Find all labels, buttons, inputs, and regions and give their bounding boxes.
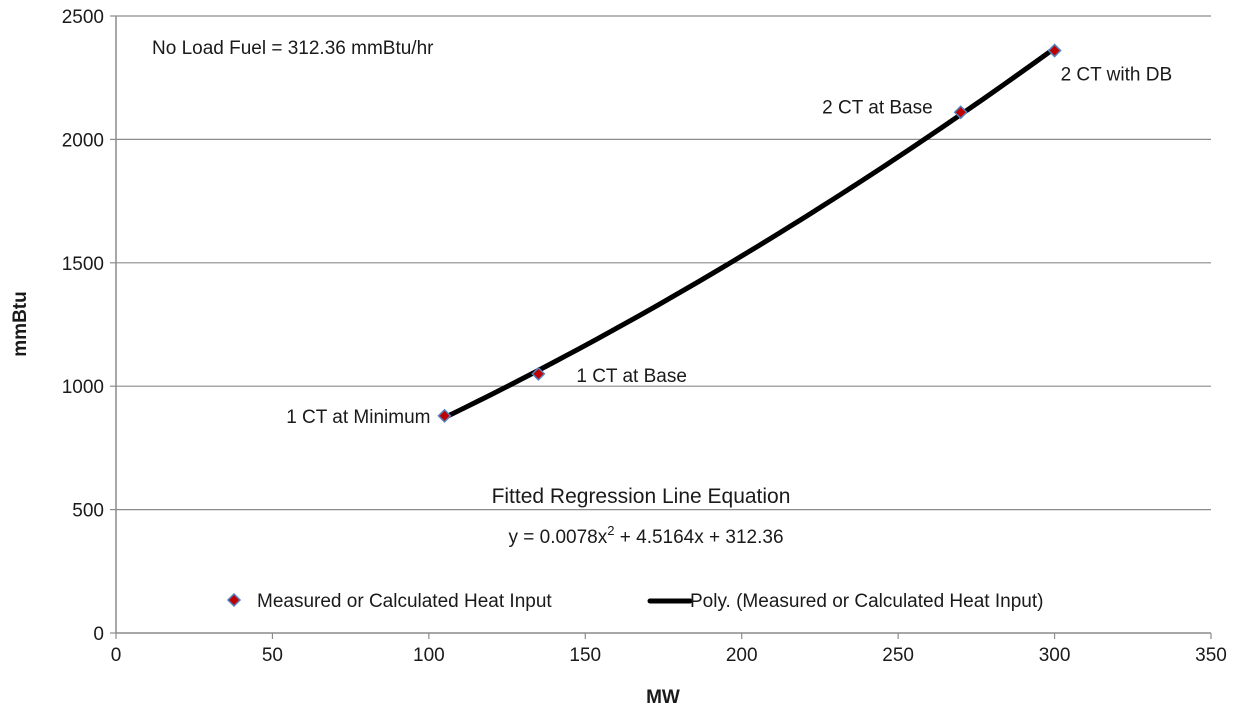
data-point-label: 2 CT at Base <box>822 97 933 118</box>
x-tick-label: 150 <box>569 645 601 666</box>
trendline-curve <box>442 45 1058 421</box>
data-point-label: 1 CT at Minimum <box>286 407 430 428</box>
gridlines <box>110 15 1212 639</box>
x-tick-label: 100 <box>413 645 445 666</box>
legend-label-poly: Poly. (Measured or Calculated Heat Input… <box>690 591 1043 612</box>
x-tick-label: 0 <box>111 645 122 666</box>
equation-prefix: y = 0.0078x <box>508 527 607 548</box>
x-tick-label: 300 <box>1039 645 1071 666</box>
trendline-group <box>442 45 1058 421</box>
data-points <box>437 43 1062 423</box>
data-point <box>953 105 968 120</box>
data-point <box>531 366 546 381</box>
x-tick-label: 350 <box>1195 645 1227 666</box>
data-point-label: 1 CT at Base <box>576 366 687 387</box>
y-tick-label: 0 <box>93 624 104 645</box>
y-tick-labels: 0 500 1000 1500 2000 2500 <box>62 7 104 645</box>
axes <box>115 16 1211 634</box>
y-tick-label: 2000 <box>62 130 104 151</box>
equation-suffix: + 4.5164x + 312.36 <box>614 527 783 548</box>
data-point <box>437 408 452 423</box>
regression-equation: y = 0.0078x2 + 4.5164x + 312.36 <box>508 523 783 548</box>
equation-exponent: 2 <box>607 523 614 538</box>
legend-marker-diamond <box>226 592 242 608</box>
y-tick-label: 1000 <box>62 377 104 398</box>
legend-label-measured: Measured or Calculated Heat Input <box>257 591 552 612</box>
x-tick-label: 250 <box>882 645 914 666</box>
x-tick-label: 50 <box>262 645 283 666</box>
y-tick-label: 2500 <box>62 7 104 28</box>
x-axis-title: MW <box>646 687 680 708</box>
y-tick-label: 1500 <box>62 254 104 275</box>
x-tick-labels: 0 50 100 150 200 250 300 350 <box>111 645 1227 666</box>
data-point-labels: 1 CT at Minimum 1 CT at Base 2 CT at Base 2… <box>286 65 1172 428</box>
equation-title: Fitted Regression Line Equation <box>492 485 791 508</box>
no-load-annotation: No Load Fuel = 312.36 mmBtu/hr <box>152 38 434 59</box>
data-point-label: 2 CT with DB <box>1061 65 1173 86</box>
y-axis-title: mmBtu <box>10 291 31 356</box>
y-tick-label: 500 <box>72 501 104 522</box>
data-point <box>1047 43 1062 58</box>
legend: Measured or Calculated Heat Input Poly. … <box>226 591 1043 612</box>
x-tick-label: 200 <box>726 645 758 666</box>
